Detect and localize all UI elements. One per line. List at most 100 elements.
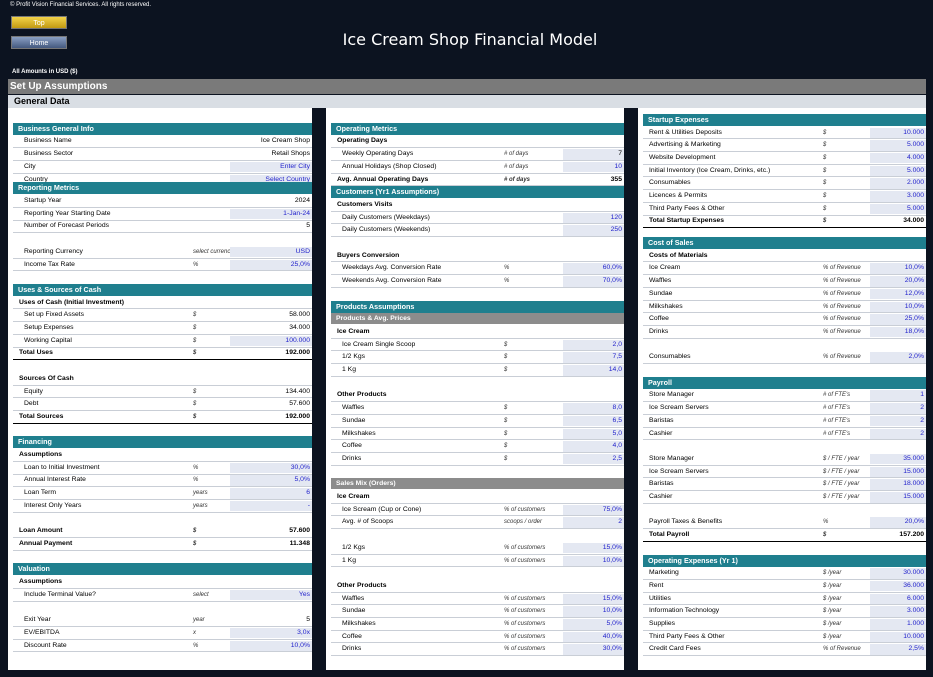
input-cell[interactable] xyxy=(563,555,624,566)
input-value[interactable]: 10,0% xyxy=(602,607,622,615)
input-value[interactable]: 18.000 xyxy=(903,480,924,488)
input-cell[interactable] xyxy=(563,453,624,465)
input-value[interactable]: 60,0% xyxy=(602,264,622,272)
input-cell[interactable] xyxy=(870,619,926,630)
input-cell[interactable] xyxy=(870,517,926,528)
home-button[interactable]: Home xyxy=(11,36,67,49)
input-value[interactable]: 10 xyxy=(614,162,622,170)
input-value[interactable]: 15,0% xyxy=(602,594,622,602)
input-value[interactable]: 25,0% xyxy=(904,315,924,323)
input-cell[interactable] xyxy=(870,140,926,151)
input-value[interactable]: 20,0% xyxy=(904,518,924,526)
input-value[interactable]: 100.000 xyxy=(285,336,310,344)
input-cell[interactable] xyxy=(230,246,312,258)
input-value[interactable]: 35.000 xyxy=(903,454,924,462)
input-value[interactable]: - xyxy=(307,501,310,509)
input-value[interactable]: 10,0% xyxy=(904,264,924,272)
input-cell[interactable] xyxy=(230,259,312,271)
input-value[interactable]: 15.000 xyxy=(903,467,924,475)
input-cell[interactable] xyxy=(563,225,624,236)
input-cell[interactable] xyxy=(870,165,926,177)
input-cell[interactable] xyxy=(870,593,926,605)
input-cell[interactable] xyxy=(230,462,312,474)
input-cell[interactable] xyxy=(870,466,926,478)
input-value[interactable]: 2.000 xyxy=(906,179,924,187)
input-value[interactable]: 3,0x xyxy=(297,628,310,636)
input-value[interactable]: 40,0% xyxy=(602,632,622,640)
input-value[interactable]: 4.000 xyxy=(906,153,924,161)
input-value[interactable]: 120 xyxy=(610,213,622,221)
input-value[interactable]: Enter City xyxy=(280,162,310,170)
input-cell[interactable] xyxy=(870,631,926,643)
input-value[interactable]: 1 xyxy=(920,391,924,399)
input-value[interactable]: 30,0% xyxy=(290,463,310,471)
input-value[interactable]: 2,0 xyxy=(612,340,622,348)
input-value[interactable]: 30,0% xyxy=(602,645,622,653)
input-value[interactable]: 10,0% xyxy=(602,556,622,564)
input-cell[interactable] xyxy=(563,352,624,363)
input-cell[interactable] xyxy=(563,365,624,376)
input-value[interactable]: 6.000 xyxy=(906,594,924,602)
input-value[interactable]: 15,0% xyxy=(602,543,622,551)
input-value[interactable]: 20,0% xyxy=(904,277,924,285)
input-value[interactable]: 5.000 xyxy=(906,204,924,212)
input-cell[interactable] xyxy=(563,631,624,643)
input-value[interactable]: 5.000 xyxy=(906,166,924,174)
input-value[interactable]: 2 xyxy=(920,416,924,424)
input-cell[interactable] xyxy=(563,428,624,439)
input-cell[interactable] xyxy=(870,415,926,427)
input-value[interactable]: 5,0% xyxy=(294,476,311,484)
input-cell[interactable] xyxy=(563,212,624,224)
input-value[interactable]: 250 xyxy=(610,226,622,234)
input-value[interactable]: 18,0% xyxy=(904,327,924,335)
input-value[interactable]: Yes xyxy=(298,590,310,598)
input-cell[interactable] xyxy=(870,276,926,287)
input-value[interactable]: 15.000 xyxy=(903,493,924,500)
input-value[interactable]: 10,0% xyxy=(290,641,310,649)
input-value[interactable]: 4,0 xyxy=(612,442,622,450)
input-cell[interactable] xyxy=(563,403,624,414)
input-cell[interactable] xyxy=(870,403,926,414)
input-cell[interactable] xyxy=(870,580,926,592)
input-cell[interactable] xyxy=(563,339,624,351)
input-cell[interactable] xyxy=(870,568,926,579)
input-value[interactable]: 2,0% xyxy=(908,353,925,361)
input-value[interactable]: 30.000 xyxy=(903,569,924,577)
input-cell[interactable] xyxy=(870,301,926,312)
input-cell[interactable] xyxy=(563,504,624,516)
input-value[interactable]: 2 xyxy=(618,518,622,526)
input-value[interactable]: 6,5 xyxy=(612,416,622,424)
input-cell[interactable] xyxy=(230,589,312,601)
input-cell[interactable] xyxy=(870,191,926,202)
input-cell[interactable] xyxy=(563,619,624,630)
input-value[interactable]: 5,0% xyxy=(606,620,623,627)
input-cell[interactable] xyxy=(563,415,624,427)
input-cell[interactable] xyxy=(230,488,312,499)
input-cell[interactable] xyxy=(230,208,312,220)
input-value[interactable]: 70,0% xyxy=(602,277,622,285)
input-value[interactable]: 10.000 xyxy=(903,632,924,640)
input-cell[interactable] xyxy=(870,288,926,300)
top-button[interactable]: Top xyxy=(11,16,67,29)
input-value[interactable]: 14,0 xyxy=(608,366,622,373)
input-value[interactable]: 2 xyxy=(920,404,924,412)
input-value[interactable]: 5.000 xyxy=(906,141,924,149)
input-cell[interactable] xyxy=(563,542,624,554)
input-cell[interactable] xyxy=(230,174,312,185)
input-cell[interactable] xyxy=(870,606,926,617)
input-cell[interactable] xyxy=(870,203,926,215)
input-cell[interactable] xyxy=(563,644,624,655)
input-value[interactable]: 75,0% xyxy=(602,505,622,513)
input-value[interactable]: Select Country xyxy=(265,175,310,183)
input-value[interactable]: 2 xyxy=(920,429,924,437)
input-cell[interactable] xyxy=(870,263,926,274)
input-value[interactable]: 2,5 xyxy=(612,454,622,462)
input-value[interactable]: 1.000 xyxy=(906,620,924,627)
input-cell[interactable] xyxy=(870,152,926,164)
input-value[interactable]: 10,0% xyxy=(904,302,924,310)
input-value[interactable]: 3.000 xyxy=(906,607,924,615)
input-value[interactable]: 12,0% xyxy=(904,289,924,297)
input-cell[interactable] xyxy=(230,627,312,639)
input-cell[interactable] xyxy=(563,517,624,528)
input-value[interactable]: 36.000 xyxy=(903,581,924,589)
